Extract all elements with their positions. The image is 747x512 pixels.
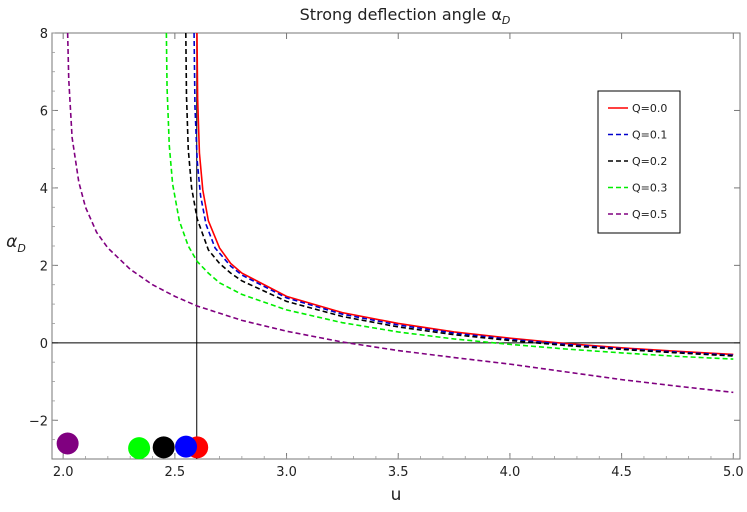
marker-q-0.2 — [152, 436, 175, 459]
x-tick-label: 3.5 — [388, 465, 409, 480]
legend-label: Q=0.0 — [632, 102, 667, 115]
series-line-q-0.5 — [66, 33, 734, 394]
legend-box — [597, 90, 681, 234]
y-axis-title-main: α — [6, 232, 17, 252]
x-tick-label: 4.0 — [500, 465, 521, 480]
y-tick-label: 6 — [40, 104, 48, 119]
marker-q-0.1 — [175, 435, 198, 458]
series-line-q-0.2 — [185, 33, 734, 357]
marker-q-0.3 — [128, 437, 151, 460]
legend-label: Q=0.2 — [632, 155, 667, 168]
y-axis-title: αD — [6, 232, 26, 255]
y-tick-label: −2 — [29, 414, 48, 429]
x-axis-title: u — [391, 485, 402, 505]
x-tick-label: 3.0 — [276, 465, 297, 480]
x-tick-label: 5.0 — [723, 465, 744, 480]
x-tick-label: 2.0 — [53, 465, 74, 480]
series-line-q-0.1 — [193, 33, 734, 357]
chart-title-subscript: D — [502, 14, 510, 27]
plot-area: 2.0 2.5 3.0 3.5 4.0 4.5 5.0 −2 0 2 4 6 8 — [29, 27, 744, 480]
series-line-q-0.3 — [165, 33, 734, 360]
legend-label: Q=0.5 — [632, 208, 667, 221]
y-axis-title-subscript: D — [17, 242, 25, 255]
marker-q-0.5 — [56, 432, 79, 455]
x-tick-label: 4.5 — [611, 465, 632, 480]
chart-title-main: Strong deflection angle α — [300, 5, 502, 24]
y-tick-label: 8 — [40, 27, 48, 42]
legend-label: Q=0.3 — [632, 182, 667, 195]
legend-label: Q=0.1 — [632, 129, 667, 142]
y-tick-label: 2 — [40, 259, 48, 274]
legend: Q=0.0 Q=0.1 Q=0.2 Q=0.3 Q=0.5 — [597, 90, 681, 234]
curves-group — [66, 33, 734, 394]
y-tick-label: 0 — [40, 337, 48, 352]
chart-title: Strong deflection angle αD — [300, 5, 511, 27]
y-tick-label: 4 — [40, 182, 48, 197]
x-tick-label: 2.5 — [165, 465, 186, 480]
